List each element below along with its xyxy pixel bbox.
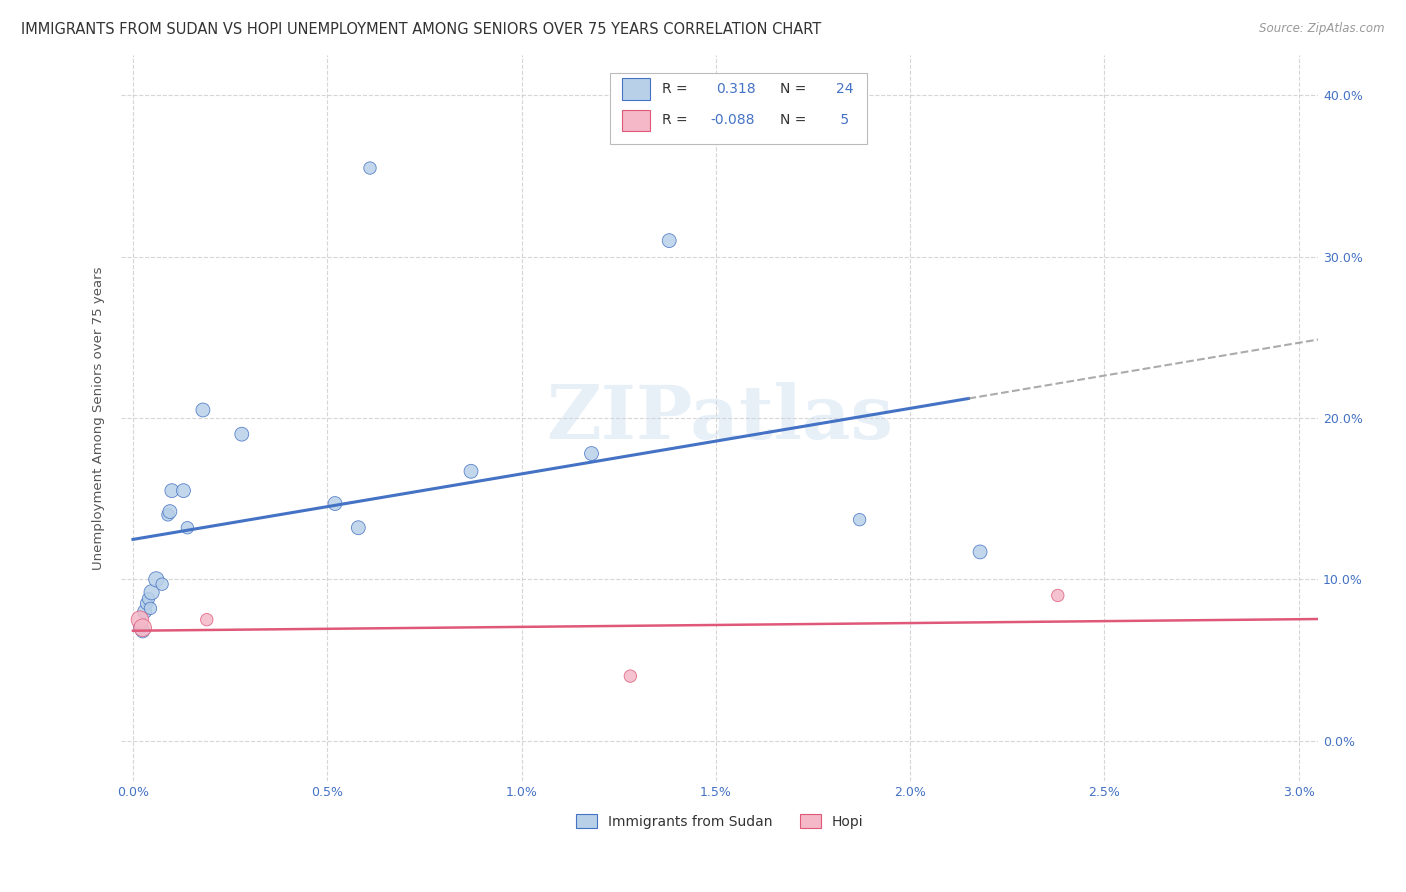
Point xyxy=(347,521,370,535)
Point xyxy=(129,621,152,635)
Point xyxy=(619,669,641,683)
Point xyxy=(160,483,183,498)
Point xyxy=(131,624,153,638)
Text: 5: 5 xyxy=(835,113,849,128)
FancyBboxPatch shape xyxy=(610,73,868,145)
Text: R =: R = xyxy=(662,113,692,128)
Point xyxy=(969,545,991,559)
Legend: Immigrants from Sudan, Hopi: Immigrants from Sudan, Hopi xyxy=(569,807,870,836)
Point xyxy=(139,601,162,615)
Point xyxy=(323,497,346,511)
Point xyxy=(581,446,603,460)
Text: ZIPatlas: ZIPatlas xyxy=(546,382,893,455)
Point xyxy=(359,161,381,175)
Point xyxy=(159,505,181,519)
Point xyxy=(129,613,152,627)
Point xyxy=(191,403,214,417)
Point xyxy=(195,613,218,627)
FancyBboxPatch shape xyxy=(621,78,651,100)
Point xyxy=(141,585,163,599)
Point xyxy=(460,464,482,478)
Point xyxy=(150,577,173,591)
Point xyxy=(176,521,198,535)
Point xyxy=(134,605,156,619)
Point xyxy=(231,427,253,442)
FancyBboxPatch shape xyxy=(621,110,651,131)
Point xyxy=(1046,589,1069,603)
Text: IMMIGRANTS FROM SUDAN VS HOPI UNEMPLOYMENT AMONG SENIORS OVER 75 YEARS CORRELATI: IMMIGRANTS FROM SUDAN VS HOPI UNEMPLOYME… xyxy=(21,22,821,37)
Point xyxy=(145,572,167,586)
Point xyxy=(138,591,160,606)
Point xyxy=(131,621,153,635)
Text: R =: R = xyxy=(662,82,692,96)
Text: N =: N = xyxy=(779,113,810,128)
Point xyxy=(658,234,681,248)
Point xyxy=(848,513,870,527)
Text: -0.088: -0.088 xyxy=(710,113,755,128)
Y-axis label: Unemployment Among Seniors over 75 years: Unemployment Among Seniors over 75 years xyxy=(93,267,105,570)
Point xyxy=(156,508,179,522)
Point xyxy=(172,483,194,498)
Point xyxy=(135,597,157,611)
Text: N =: N = xyxy=(779,82,810,96)
Text: 0.318: 0.318 xyxy=(716,82,756,96)
Text: 24: 24 xyxy=(835,82,853,96)
Text: Source: ZipAtlas.com: Source: ZipAtlas.com xyxy=(1260,22,1385,36)
